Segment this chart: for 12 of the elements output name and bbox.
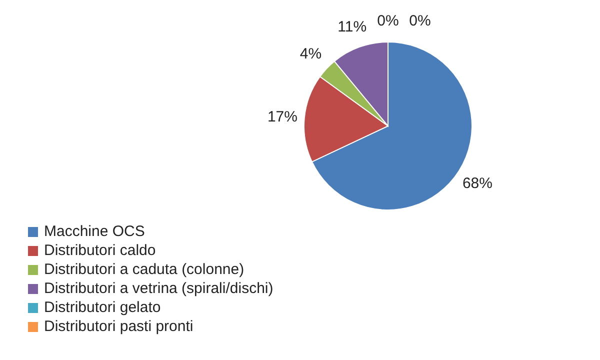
data-label: 11% <box>338 18 367 36</box>
data-label: 17% <box>267 108 298 126</box>
legend-label: Distributori a vetrina (spirali/dischi) <box>44 280 274 297</box>
legend-label: Distributori a caduta (colonne) <box>44 261 244 278</box>
legend-label: Distributori pasti pronti <box>44 318 194 335</box>
legend-label: Distributori caldo <box>44 242 156 259</box>
legend-label: Distributori gelato <box>44 299 161 316</box>
data-label: 68% <box>462 175 493 192</box>
data-label: 4% <box>300 46 322 63</box>
text: 0% <box>409 12 431 30</box>
text: 0% <box>377 12 399 30</box>
legend-label: Macchine OCS <box>44 223 145 240</box>
